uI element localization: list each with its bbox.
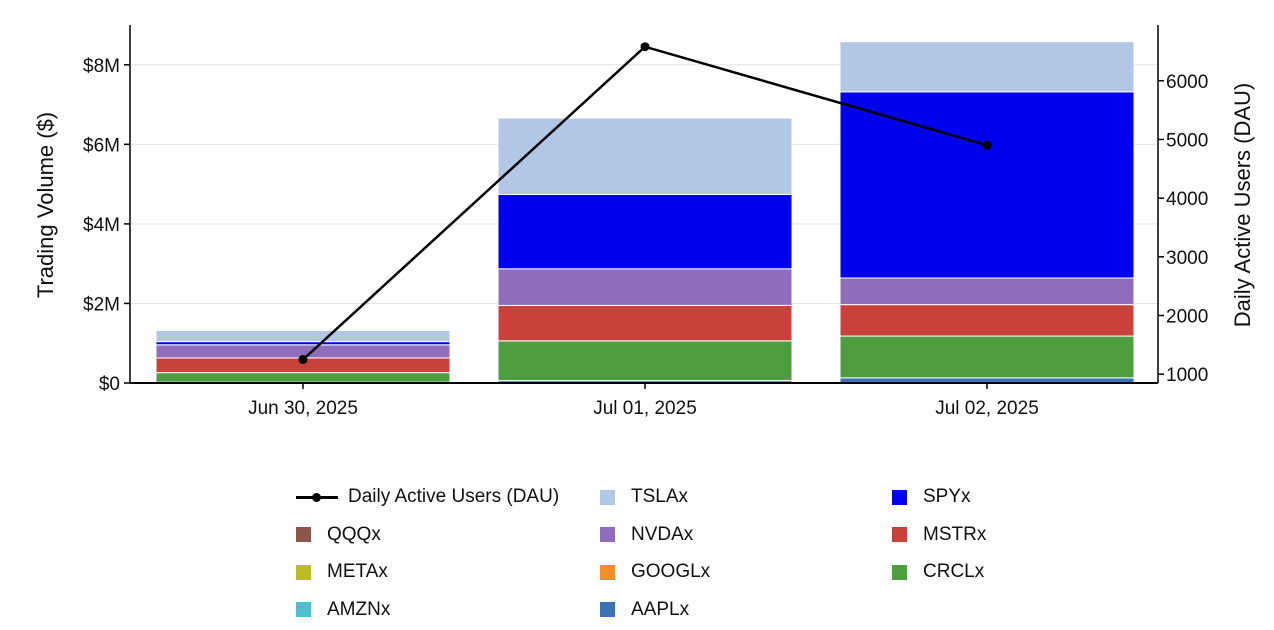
- legend-item-googlx[interactable]: GOOGLx: [600, 557, 710, 587]
- legend-label: AAPLx: [631, 598, 690, 620]
- legend-label: Daily Active Users (DAU): [348, 486, 560, 507]
- legend-item-qqqx[interactable]: QQQx: [296, 520, 381, 550]
- y-tick-label: $4M: [83, 215, 120, 236]
- legend-swatch: [600, 527, 615, 542]
- legend-item-daily-active-users-dau[interactable]: Daily Active Users (DAU): [296, 482, 559, 512]
- legend-swatch: [296, 602, 311, 617]
- x-tick-label: Jun 30, 2025: [248, 398, 358, 419]
- legend-swatch: [892, 527, 907, 542]
- legend-line-swatch: [296, 490, 338, 505]
- legend-item-aaplx[interactable]: AAPLx: [600, 595, 689, 625]
- legend-swatch: [600, 489, 615, 505]
- legend-label: CRCLx: [923, 561, 985, 582]
- bar-segment-nvdax-2: [839, 277, 1135, 306]
- x-tick-label: Jul 02, 2025: [935, 398, 1039, 419]
- legend-item-nvdax[interactable]: NVDAx: [600, 520, 693, 550]
- y2-tick-label: 2000: [1166, 307, 1208, 328]
- bar-segment-tslax-2: [839, 41, 1135, 93]
- chart: $0 $2M $4M $6M $8M 1000 2000 3000 4000 5000 6000 Ju…: [33, 25, 1255, 419]
- legend-label: AMZNx: [327, 598, 391, 620]
- bar-segment-mstrx-1: [497, 304, 793, 342]
- y2-tick-label: 6000: [1166, 72, 1208, 93]
- bar-segment-crclx-0: [155, 372, 451, 383]
- bar-segment-tslax-1: [497, 117, 793, 195]
- bar-segment-mstrx-2: [839, 304, 1135, 337]
- y2-tick-label: 5000: [1166, 130, 1208, 151]
- legend-label: TSLAx: [631, 486, 689, 507]
- y-tick-label: $8M: [83, 56, 120, 77]
- legend-swatch: [892, 489, 907, 505]
- legend: Daily Active Users (DAU) TSLAx SPYx QQQx NVD…: [296, 482, 1056, 627]
- legend-item-amznx[interactable]: AMZNx: [296, 595, 390, 625]
- legend-swatch: [296, 564, 311, 580]
- legend-label: MSTRx: [923, 523, 987, 545]
- y2-axis-title: Daily Active Users (DAU): [1230, 83, 1255, 327]
- bar-segment-crclx-1: [497, 340, 793, 382]
- axes: $0 $2M $4M $6M $8M 1000 2000 3000 4000 5000 6000 Ju…: [83, 25, 1208, 419]
- legend-label: METAx: [327, 561, 388, 582]
- legend-item-metax[interactable]: METAx: [296, 557, 388, 587]
- bar-segment-spyx-1: [497, 193, 793, 270]
- bar-segment-tslax-0: [155, 329, 451, 343]
- y-tick-label: $2M: [83, 294, 120, 315]
- dau-line-layer: [298, 42, 992, 365]
- bars: [155, 41, 1135, 384]
- y2-tick-label: 1000: [1166, 365, 1208, 386]
- legend-swatch: [892, 564, 907, 580]
- legend-label: SPYx: [923, 486, 971, 507]
- dau-point-1: [640, 42, 650, 52]
- legend-swatch: [600, 564, 615, 580]
- y2-tick-label: 4000: [1166, 189, 1208, 210]
- legend-swatch: [296, 527, 311, 542]
- y2-tick-label: 3000: [1166, 248, 1208, 269]
- x-tick-label: Jul 01, 2025: [593, 398, 697, 419]
- bar-segment-spyx-2: [839, 91, 1135, 279]
- legend-label: NVDAx: [631, 523, 694, 545]
- y-tick-label: $6M: [83, 135, 120, 156]
- y-tick-label: $0: [99, 374, 120, 395]
- legend-item-spyx[interactable]: SPYx: [892, 482, 971, 512]
- legend-item-mstrx[interactable]: MSTRx: [892, 520, 986, 550]
- dau-point-2: [982, 140, 992, 150]
- dau-point-0: [298, 355, 308, 365]
- bar-segment-nvdax-1: [497, 268, 793, 306]
- legend-swatch: [600, 602, 615, 617]
- legend-item-tslax[interactable]: TSLAx: [600, 482, 688, 512]
- y-axis-title: Trading Volume ($): [33, 112, 58, 298]
- legend-label: QQQx: [327, 523, 381, 545]
- bar-segment-crclx-2: [839, 335, 1135, 379]
- legend-label: GOOGLx: [631, 561, 711, 582]
- legend-item-crclx[interactable]: CRCLx: [892, 557, 984, 587]
